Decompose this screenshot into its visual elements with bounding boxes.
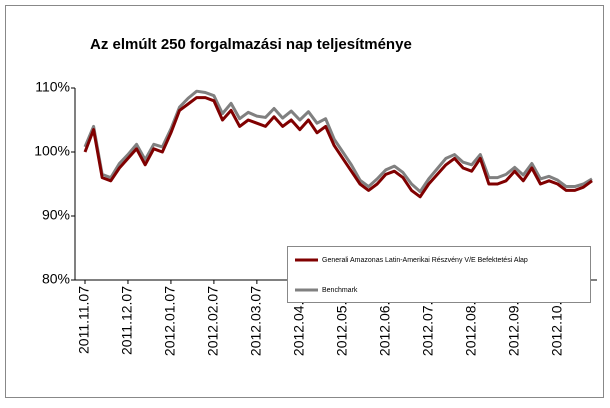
- x-tick-label: 2012.07.07: [419, 286, 435, 356]
- x-tick-label: 2012.04.07: [291, 286, 307, 356]
- x-tick-label: 2011.12.07: [119, 286, 135, 355]
- y-tick-label: 90%: [42, 207, 70, 223]
- x-tick-label: 2012.06.07: [376, 286, 392, 356]
- chart-title: Az elmúlt 250 forgalmazási nap teljesítm…: [90, 36, 412, 53]
- legend: [287, 246, 591, 303]
- legend-label: Benchmark: [322, 287, 358, 294]
- x-tick-label: 2011.11.07: [76, 286, 92, 354]
- x-tick-label: 2012.02.07: [205, 286, 221, 356]
- x-tick-label: 2012.10.07: [548, 286, 564, 356]
- x-tick-label: 2012.05.07: [333, 286, 349, 356]
- frame: [5, 5, 604, 398]
- x-tick-label: 2012.08.07: [462, 286, 478, 356]
- x-tick-label: 2012.03.07: [248, 286, 264, 356]
- x-tick-label: 2012.01.07: [162, 286, 178, 356]
- y-tick-label: 110%: [35, 79, 70, 95]
- series-line: [83, 89, 593, 194]
- y-tick-label: 80%: [42, 271, 70, 287]
- series-line: [83, 96, 593, 199]
- legend-label: Generali Amazonas Latin-Amerikai Részvén…: [322, 257, 528, 264]
- x-tick-label: 2012.09.07: [505, 286, 521, 356]
- y-tick-label: 100%: [34, 143, 70, 159]
